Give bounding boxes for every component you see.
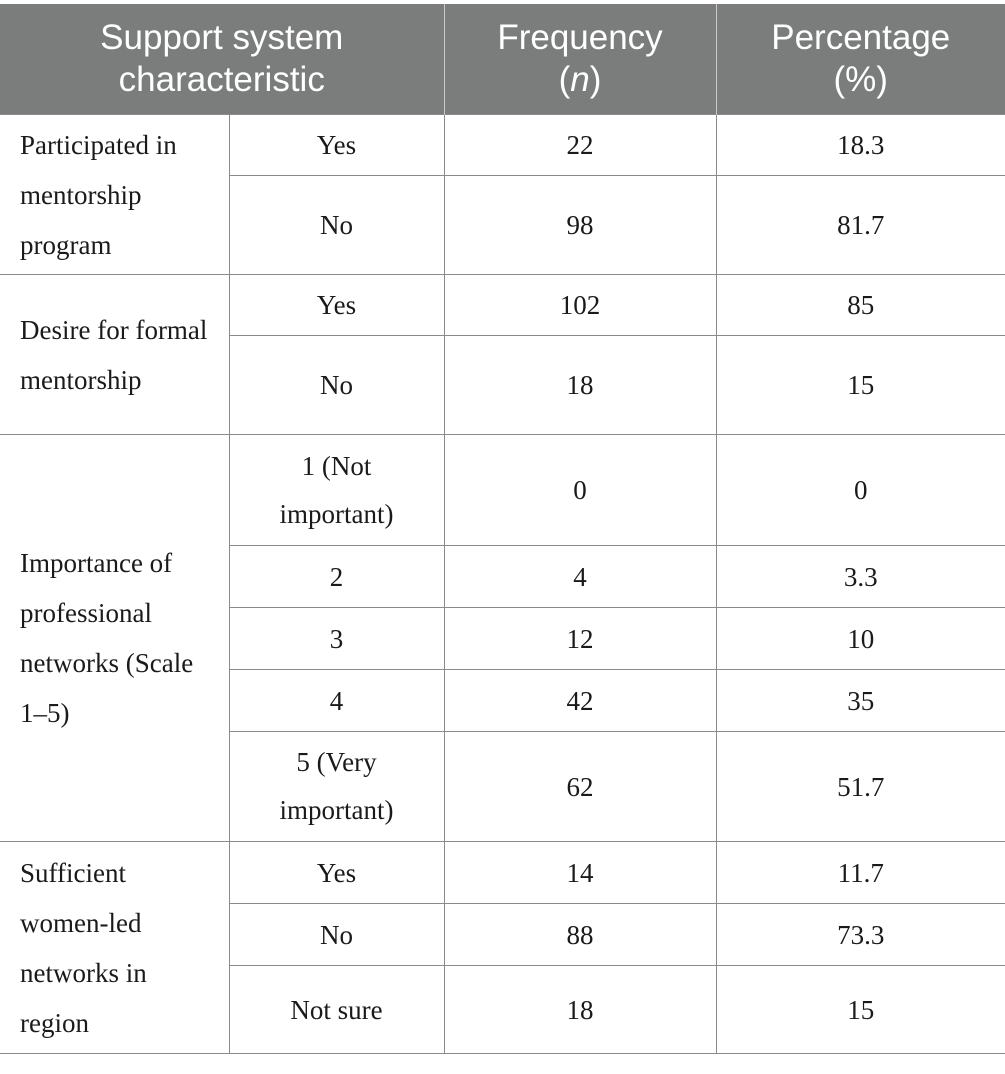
- table-row: Desire for formal mentorship Yes 102 85: [0, 274, 1005, 435]
- group-label: Desire for formal mentorship: [0, 274, 230, 435]
- header-percentage-line1: Percentage: [771, 18, 951, 57]
- header-frequency-symbol: n: [570, 60, 590, 99]
- table-row: No 18 15: [0, 335, 1005, 435]
- frequency-cell: 14: [443, 841, 717, 904]
- response-cell: 2: [229, 545, 445, 608]
- header-percentage-line2: (%): [833, 60, 888, 99]
- frequency-cell: 18: [443, 335, 717, 435]
- frequency-cell: 62: [443, 731, 717, 842]
- percentage-cell: 11.7: [715, 841, 1005, 904]
- response-cell: No: [229, 335, 445, 435]
- percentage-cell: 3.3: [715, 545, 1005, 608]
- table-row: 3 12 10: [0, 607, 1005, 670]
- response-cell: Not sure: [229, 965, 445, 1054]
- percentage-cell: 85: [715, 274, 1005, 336]
- response-cell: 4: [229, 669, 445, 732]
- response-cell: No: [229, 903, 445, 966]
- frequency-cell: 88: [443, 903, 717, 966]
- percentage-cell: 51.7: [715, 731, 1005, 842]
- percentage-cell: 10: [715, 607, 1005, 670]
- percentage-cell: 15: [715, 335, 1005, 435]
- frequency-cell: 0: [443, 434, 717, 546]
- table-row: Sufficient women-led networks in region …: [0, 841, 1005, 1054]
- table-row: Importance of professional networks (Sca…: [0, 434, 1005, 842]
- response-cell: 5 (Very important): [229, 731, 445, 842]
- percentage-cell: 73.3: [715, 903, 1005, 966]
- header-frequency-line1: Frequency: [497, 18, 663, 57]
- frequency-cell: 102: [443, 274, 717, 336]
- response-cell: Yes: [228, 841, 445, 904]
- table-row: 2 4 3.3: [0, 545, 1005, 608]
- frequency-cell: 42: [443, 669, 717, 732]
- frequency-cell: 98: [443, 175, 717, 275]
- frequency-cell: 4: [443, 545, 717, 608]
- group-label: Sufficient women-led networks in region: [0, 841, 230, 1054]
- header-percentage: Percentage (%): [715, 4, 1005, 115]
- support-system-table: Support system characteristic Frequency(…: [0, 4, 1005, 1054]
- response-cell: 1 (Not important): [228, 434, 445, 546]
- percentage-cell: 35: [715, 669, 1005, 732]
- frequency-cell: 12: [443, 607, 717, 670]
- response-cell: 3: [229, 607, 445, 670]
- response-text: 5 (Very important): [279, 747, 394, 825]
- frequency-cell: 18: [443, 965, 717, 1054]
- header-characteristic: Support system characteristic: [0, 4, 445, 115]
- percentage-cell: 15: [715, 965, 1005, 1054]
- header-frequency: Frequency (n): [443, 4, 717, 115]
- group-label: Importance of professional networks (Sca…: [0, 434, 230, 842]
- percentage-cell: 81.7: [715, 175, 1005, 275]
- response-cell: Yes: [228, 114, 445, 176]
- group-label: Participated in mentorship program: [0, 114, 230, 275]
- response-text: 1 (Not important): [279, 450, 394, 529]
- percentage-cell: 18.3: [715, 114, 1005, 176]
- percentage-cell: 0: [715, 434, 1005, 546]
- table-header-row: Support system characteristic Frequency(…: [0, 4, 1005, 115]
- table-row: Participated in mentorship program Yes 2…: [0, 114, 1005, 275]
- header-characteristic-line1: Support system: [100, 18, 344, 57]
- response-cell: No: [229, 175, 445, 275]
- frequency-cell: 22: [443, 114, 717, 176]
- table-row: No 88 73.3: [0, 903, 1005, 966]
- header-characteristic-line2: characteristic: [118, 60, 325, 99]
- table-row: No 98 81.7: [0, 175, 1005, 275]
- table-row: Not sure 18 15: [0, 965, 1005, 1054]
- response-cell: Yes: [228, 274, 445, 336]
